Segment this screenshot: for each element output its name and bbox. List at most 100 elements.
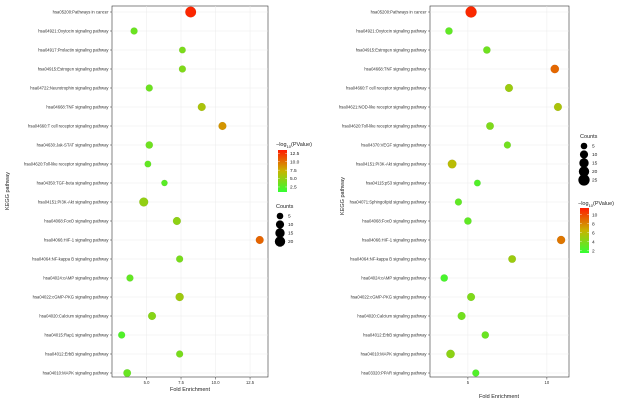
enrichment-point bbox=[465, 6, 477, 18]
right-pvalue-colorbar bbox=[580, 208, 589, 253]
enrichment-point bbox=[175, 292, 184, 302]
colorbar-tick-label: 10.0 bbox=[290, 159, 300, 165]
enrichment-point bbox=[126, 274, 134, 282]
pathway-label: hsa05200:Pathways in cancer bbox=[53, 9, 109, 14]
left-grid bbox=[112, 6, 268, 377]
enrichment-point bbox=[161, 179, 168, 187]
enrichment-point bbox=[472, 369, 480, 377]
counts-legend-dot bbox=[276, 212, 284, 220]
counts-legend-label: 20 bbox=[592, 169, 598, 175]
enrichment-point bbox=[172, 216, 181, 226]
colorbar-tick-label: 12.5 bbox=[290, 151, 300, 157]
x-tick-label: 10 bbox=[545, 380, 550, 385]
counts-legend-label: 20 bbox=[288, 239, 294, 245]
pathway-label: hsa04068:FoxO signaling pathway bbox=[44, 218, 109, 223]
enrichment-point bbox=[556, 235, 566, 245]
pathway-label: hsa04917:Prolactin signaling pathway bbox=[38, 47, 109, 52]
left-points bbox=[118, 6, 264, 377]
pathway-label: hsa04066:HIF-1 signaling pathway bbox=[362, 237, 427, 242]
colorbar-tick-label: 8 bbox=[592, 221, 595, 227]
enrichment-point bbox=[454, 198, 463, 206]
pathway-label: hsa04660:T cell receptor signaling pathw… bbox=[346, 85, 427, 90]
enrichment-point bbox=[464, 217, 472, 225]
right-counts-legend-items: 5 10 15 20 25 bbox=[578, 142, 598, 186]
pathway-label: hsa05200:Pathways in cancer bbox=[371, 9, 427, 14]
pathway-label: hsa04915:Estrogen signaling pathway bbox=[38, 66, 110, 71]
left-x-axis-title: Fold Enrichment bbox=[170, 387, 211, 393]
right-y-axis-title: KEGG pathway bbox=[340, 177, 346, 215]
right-counts-legend-title: Counts bbox=[580, 134, 598, 140]
enrichment-point bbox=[145, 84, 153, 92]
enrichment-point bbox=[147, 311, 157, 321]
pathway-label: hsa04024:cAMP signaling pathway bbox=[43, 275, 109, 280]
pathway-label: hsa04151:PI3K-Akt signaling pathway bbox=[356, 161, 427, 166]
counts-legend-dot bbox=[274, 236, 286, 247]
enrichment-point bbox=[130, 27, 138, 35]
colorbar-tick-label: 2.5 bbox=[290, 185, 297, 191]
counts-legend-label: 15 bbox=[288, 231, 294, 237]
right-panel: hsa05200:Pathways in cancer hsa04921:Oxyt… bbox=[339, 5, 570, 400]
pathway-label: hsa04722:Neurotrophin signaling pathway bbox=[30, 85, 109, 90]
pathway-label: hsa04620:Toll-like receptor signaling pa… bbox=[342, 123, 427, 128]
pathway-label: hsa04064:NF-kappa B signaling pathway bbox=[32, 256, 109, 261]
pathway-label: hsa03320:PPAR signaling pathway bbox=[361, 370, 427, 375]
counts-legend-dot bbox=[579, 150, 589, 159]
enrichment-point bbox=[123, 369, 132, 377]
right-y-tick-labels: hsa05200:Pathways in cancer hsa04921:Oxyt… bbox=[339, 9, 430, 375]
enrichment-point bbox=[446, 349, 455, 359]
counts-legend-label: 25 bbox=[592, 178, 598, 184]
counts-legend-dot bbox=[578, 166, 590, 177]
enrichment-point bbox=[481, 331, 490, 339]
enrichment-point bbox=[197, 102, 206, 112]
left-plot-frame bbox=[111, 5, 269, 378]
enrichment-point bbox=[457, 311, 466, 321]
colorbar-tick-label: 2 bbox=[592, 248, 595, 254]
pathway-label: hsa04921:Oxytocin signaling pathway bbox=[38, 28, 109, 33]
right-x-axis-title: Fold Enrichment bbox=[479, 394, 520, 400]
enrichment-point bbox=[185, 6, 197, 18]
right-points bbox=[440, 6, 566, 377]
enrichment-point bbox=[483, 46, 491, 54]
counts-legend-label: 15 bbox=[592, 161, 598, 167]
pathway-label: hsa04630:Jak-STAT signaling pathway bbox=[37, 142, 110, 147]
left-y-axis-title: KEGG pathway bbox=[5, 172, 11, 210]
enrichment-point bbox=[176, 255, 184, 263]
pathway-label: hsa04064:NF-kappa B signaling pathway bbox=[350, 256, 427, 261]
enrichment-point bbox=[447, 159, 457, 169]
counts-legend-label: 10 bbox=[592, 152, 598, 158]
right-colorbar-ticks: 10 8 6 4 2 bbox=[580, 212, 598, 254]
enrichment-point bbox=[440, 274, 449, 282]
left-legend: −log10(PValue) 12.510.07.55.02.5 Counts … bbox=[274, 142, 312, 247]
enrichment-point bbox=[176, 350, 184, 358]
left-counts-legend-items: 5 10 15 20 bbox=[274, 212, 294, 247]
left-panel: hsa05200:Pathways in cancer hsa04921:Oxyt… bbox=[5, 5, 269, 393]
enrichment-point bbox=[139, 197, 149, 207]
left-pvalue-colorbar bbox=[278, 150, 287, 192]
left-colorbar-ticks: 12.5 10.0 7.5 5.0 2.5 bbox=[278, 151, 300, 191]
pathway-label: hsa04370:VEGF signaling pathway bbox=[361, 142, 427, 147]
colorbar-tick-label: 4 bbox=[592, 239, 595, 245]
x-tick-label: 5 bbox=[467, 380, 470, 385]
pathway-label: hsa04012:ErbB signaling pathway bbox=[45, 351, 109, 356]
enrichment-point bbox=[553, 102, 563, 112]
pathway-label: hsa04115:p53 signaling pathway bbox=[366, 180, 428, 185]
pathway-label: hsa04350:TGF-beta signaling pathway bbox=[37, 180, 110, 185]
x-tick-label: 5.0 bbox=[144, 380, 150, 385]
enrichment-point bbox=[466, 292, 476, 302]
counts-legend-dot bbox=[580, 142, 588, 150]
counts-legend-dot bbox=[579, 158, 589, 168]
pathway-label: hsa04071:Sphingolipid signaling pathway bbox=[350, 199, 428, 204]
enrichment-point bbox=[145, 141, 154, 149]
counts-legend-label: 5 bbox=[288, 214, 291, 220]
enrichment-point bbox=[255, 235, 264, 245]
enrichment-point bbox=[508, 255, 517, 263]
counts-legend-label: 5 bbox=[592, 144, 595, 150]
pathway-label: hsa04621:NOD-like receptor signaling pat… bbox=[339, 104, 427, 109]
enrichment-point bbox=[144, 160, 152, 168]
pathway-label: hsa04066:HIF-1 signaling pathway bbox=[44, 237, 109, 242]
left-y-tick-labels: hsa05200:Pathways in cancer hsa04921:Oxyt… bbox=[24, 9, 112, 375]
right-plot-frame bbox=[429, 5, 570, 378]
pathway-label: hsa04022:cGMP-PKG signaling pathway bbox=[33, 294, 110, 299]
